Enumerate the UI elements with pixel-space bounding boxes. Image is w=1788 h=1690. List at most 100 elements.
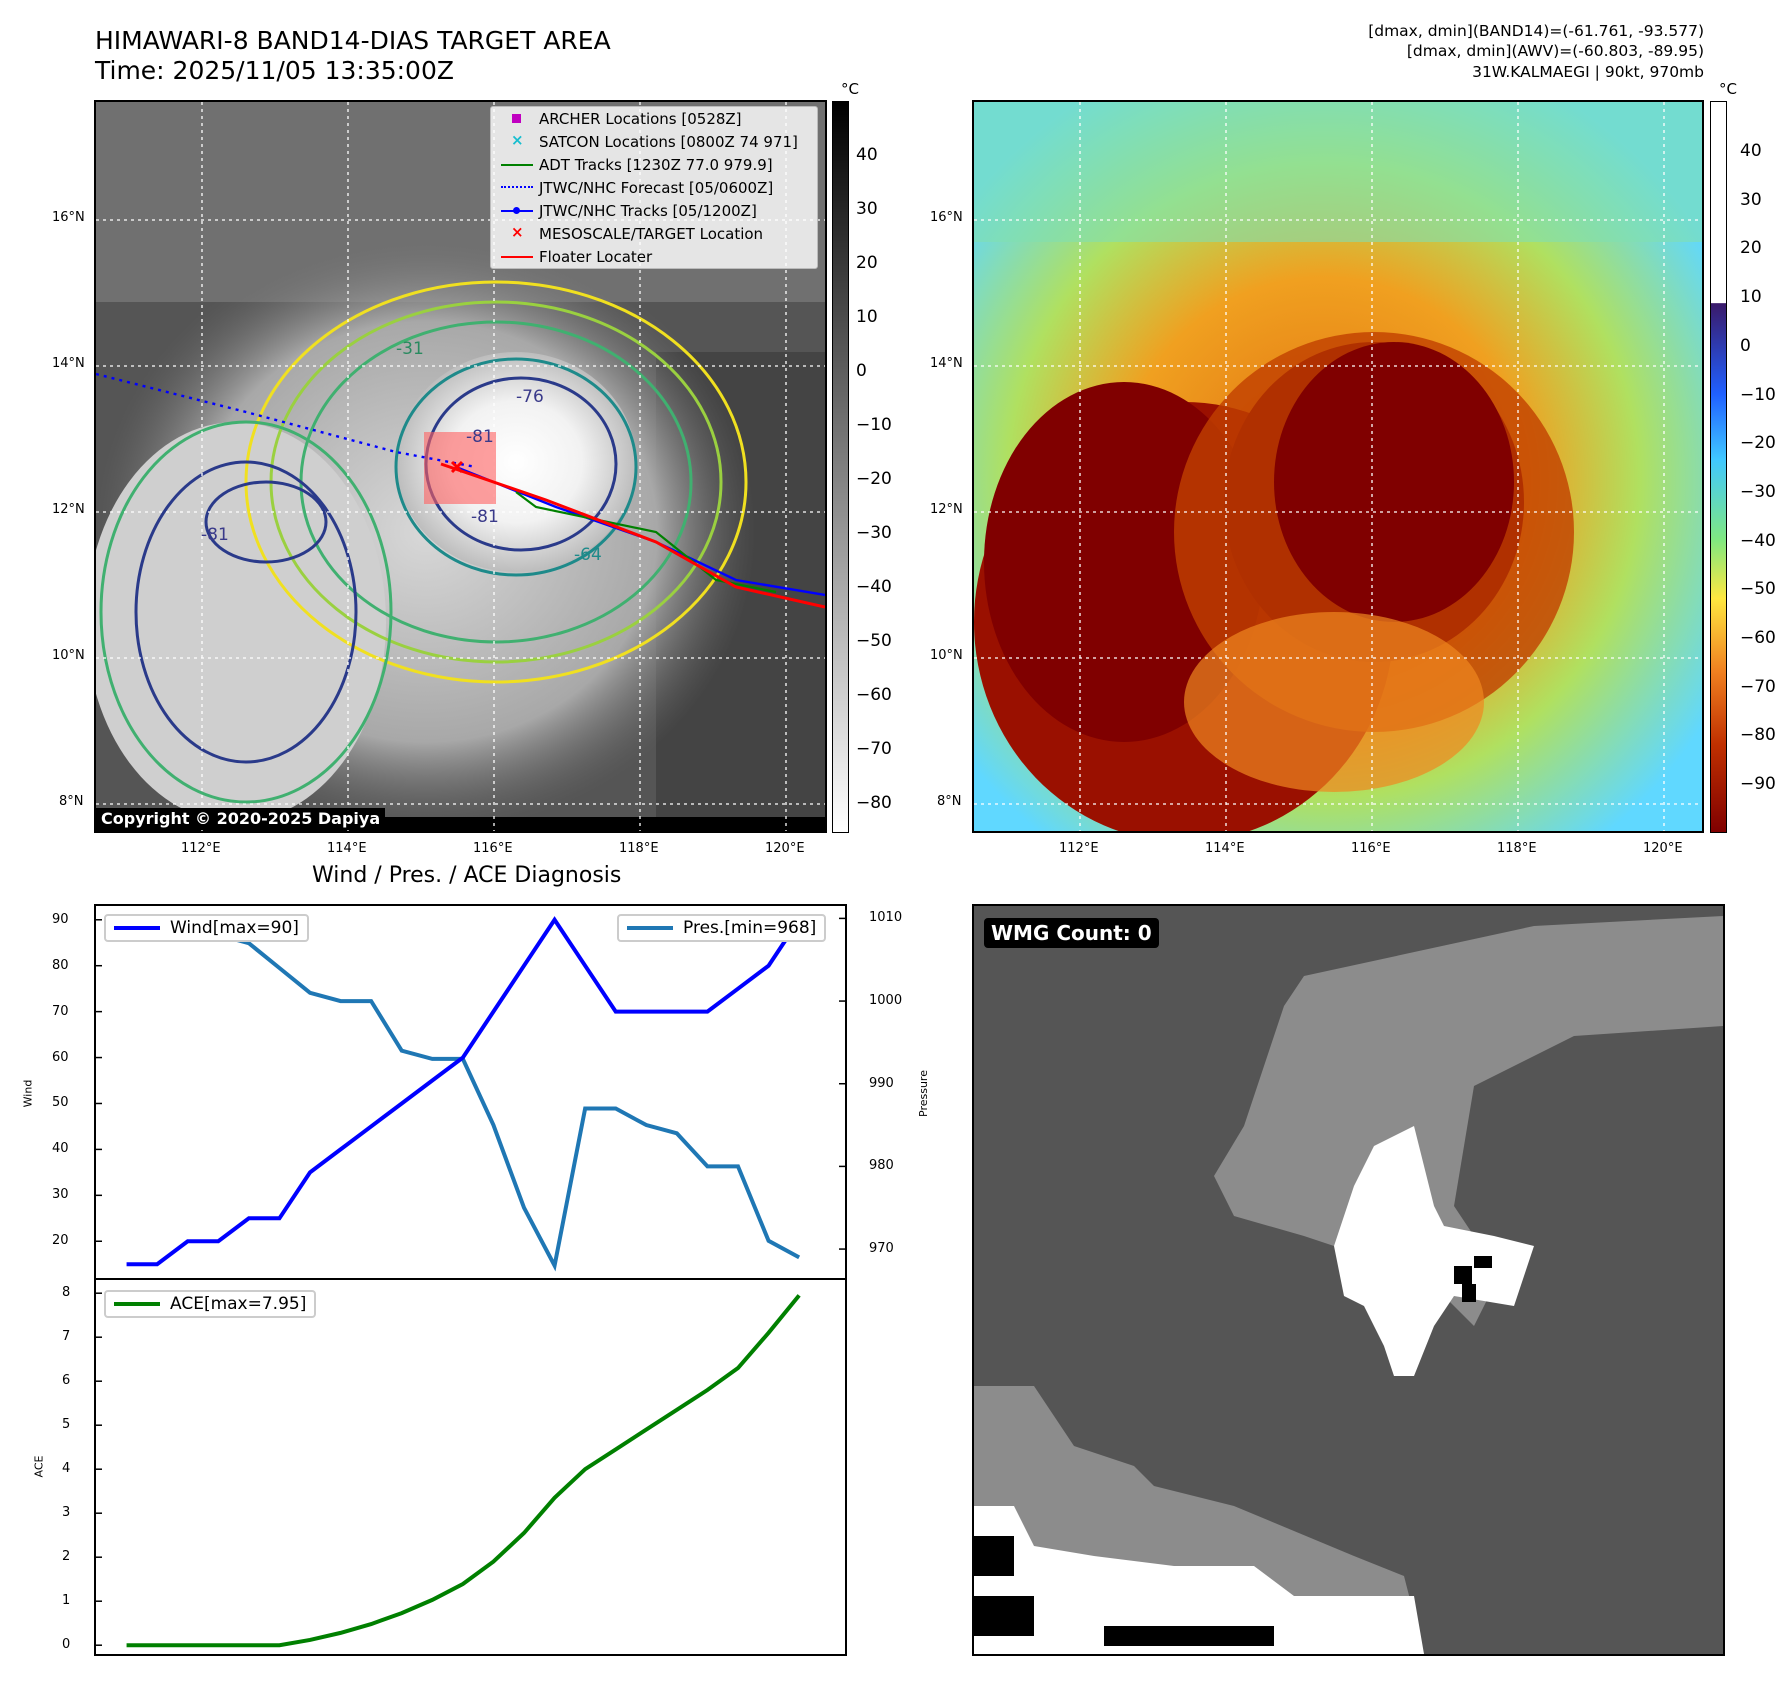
contour-label-1: -81: [466, 427, 494, 447]
wind-legend-label: Wind[max=90]: [170, 918, 299, 938]
wind-ylabel: Wind: [21, 1079, 35, 1108]
color-colorbar-tick-5: −10: [1740, 384, 1776, 405]
lat-label-10: 10°N: [52, 648, 85, 663]
ace-ytick-label-4: 4: [62, 1461, 71, 1477]
contour-label-2: -76: [516, 387, 544, 407]
undefined-tick-12: −80: [856, 793, 892, 813]
figure-title-line1: HIMAWARI-8 BAND14-DIAS TARGET AREA: [95, 26, 611, 55]
lon-label-120-right: 120°E: [1643, 841, 1683, 856]
ace-ytick-label-6: 6: [62, 1373, 71, 1389]
undefined-tick-11: −70: [856, 739, 892, 759]
ace-ytick-label-2: 2: [62, 1549, 71, 1565]
ace-series-line: [126, 1294, 801, 1648]
copyright-label: Copyright © 2020-2025 Dapiya: [96, 808, 386, 829]
contour-label-3: -81: [471, 507, 499, 527]
lat-label-14: 14°N: [52, 356, 85, 371]
undefined-tick-3: 10: [856, 307, 878, 327]
legend-item-forecast: JTWC/NHC Forecast [05/0600Z]: [491, 176, 817, 199]
wind-ytick-label-1: 30: [52, 1187, 69, 1203]
pressure-ytick-label-4: 1010: [869, 910, 903, 926]
lat-label-8-right: 8°N: [937, 794, 962, 809]
undefined-tick-1: 30: [856, 199, 878, 219]
color-colorbar-tick-10: −60: [1740, 628, 1776, 648]
lon-label-114-right: 114°E: [1205, 841, 1245, 856]
wind-pressure-chart: [96, 916, 845, 1272]
gray-colorbar-unit: °C: [841, 80, 859, 98]
undefined-tick-4: 0: [856, 361, 867, 381]
color-map-panel: [972, 100, 1704, 833]
pressure-series-line: [125, 916, 801, 1272]
legend-square-marker-icon: [495, 107, 539, 130]
wind-ytick-label-7: 90: [52, 911, 69, 927]
pressure-legend-label: Pres.[min=968]: [683, 918, 817, 938]
legend-label-tracks: JTWC/NHC Tracks [05/1200Z]: [539, 201, 757, 220]
lat-label-12: 12°N: [52, 502, 85, 517]
legend-dotted-line-icon: [495, 176, 539, 199]
info-line1: [dmax, dmin](BAND14)=(-61.761, -93.577): [1368, 22, 1704, 40]
legend-label-archer: ARCHER Locations [0528Z]: [539, 109, 742, 128]
wind-ytick-label-3: 50: [52, 1095, 69, 1111]
wind-series-line: [126, 916, 801, 1267]
legend-red-line-icon: [495, 245, 539, 268]
pressure-ytick-label-3: 1000: [869, 993, 903, 1009]
color-colorbar-unit: °C: [1719, 80, 1737, 98]
wind-ytick-label-6: 80: [52, 957, 69, 973]
gray-colorbar: [832, 101, 849, 833]
map-legend: ARCHER Locations [0528Z] × SATCON Locati…: [490, 106, 818, 269]
wmg-image: [974, 906, 1723, 1654]
legend-item-adt: ADT Tracks [1230Z 77.0 979.9]: [491, 153, 817, 176]
lat-label-16: 16°N: [52, 210, 85, 225]
ace-ytick-label-3: 3: [62, 1505, 71, 1521]
pressure-ytick-label-2: 990: [869, 1075, 894, 1091]
lon-label-112-right: 112°E: [1059, 841, 1099, 856]
pressure-ytick-label-0: 970: [869, 1241, 894, 1257]
ace-ytick-label-7: 7: [62, 1329, 71, 1345]
color-colorbar-tick-11: −70: [1740, 676, 1776, 697]
wind-ytick-label-0: 20: [52, 1233, 69, 1249]
lon-label-118-right: 118°E: [1497, 841, 1537, 856]
lat-label-16-right: 16°N: [930, 210, 963, 225]
pressure-ylabel: Pressure: [916, 1070, 930, 1117]
wind-legend-line-icon: [114, 926, 160, 930]
legend-label-adt: ADT Tracks [1230Z 77.0 979.9]: [539, 155, 773, 174]
ace-panel: [94, 1278, 847, 1656]
color-colorbar-tick-2: 20: [1740, 238, 1762, 259]
contour-label-5: -64: [574, 545, 602, 565]
pressure-legend-line-icon: [627, 926, 673, 930]
color-colorbar-tick-9: −50: [1740, 579, 1776, 600]
lon-label-120: 120°E: [765, 841, 805, 856]
legend-label-forecast: JTWC/NHC Forecast [05/0600Z]: [539, 178, 774, 197]
ace-ytick-label-0: 0: [62, 1637, 71, 1653]
lat-label-10-right: 10°N: [930, 648, 963, 663]
ace-ylabel: ACE: [32, 1455, 46, 1478]
lon-label-116-right: 116°E: [1351, 841, 1391, 856]
wind-ytick-label-5: 70: [52, 1003, 69, 1019]
ace-legend: ACE[max=7.95]: [104, 1290, 317, 1318]
legend-item-satcon: × SATCON Locations [0800Z 74 971]: [491, 130, 817, 153]
legend-label-mesoscale: MESOSCALE/TARGET Location: [539, 224, 764, 243]
color-map-image: [974, 102, 1702, 831]
wind-pressure-panel: [94, 904, 847, 1280]
legend-line-dot-icon: [495, 199, 539, 222]
lon-label-114: 114°E: [327, 841, 367, 856]
ace-ytick-label-5: 5: [62, 1417, 71, 1433]
legend-item-tracks: JTWC/NHC Tracks [05/1200Z]: [491, 199, 817, 222]
undefined-tick-6: −20: [856, 469, 892, 489]
ace-chart: [96, 1292, 801, 1648]
legend-label-satcon: SATCON Locations [0800Z 74 971]: [539, 132, 798, 151]
pressure-ytick-label-1: 980: [869, 1158, 894, 1174]
color-colorbar-tick-7: −30: [1740, 481, 1776, 502]
ace-legend-line-icon: [114, 1302, 160, 1306]
wind-ytick-label-2: 40: [52, 1141, 69, 1157]
lat-label-14-right: 14°N: [930, 356, 963, 371]
lon-label-112: 112°E: [181, 841, 221, 856]
color-colorbar-tick-8: −40: [1740, 530, 1776, 551]
info-line3: 31W.KALMAEGI | 90kt, 970mb: [1472, 63, 1704, 81]
color-colorbar-tick-12: −80: [1740, 725, 1776, 746]
diagnosis-title: Wind / Pres. / ACE Diagnosis: [312, 863, 622, 888]
wind-ytick-label-4: 60: [52, 1049, 69, 1065]
lon-label-118: 118°E: [619, 841, 659, 856]
wmg-panel: [972, 904, 1725, 1656]
color-colorbar-tick-4: 0: [1740, 335, 1751, 356]
legend-item-mesoscale: × MESOSCALE/TARGET Location: [491, 222, 817, 245]
